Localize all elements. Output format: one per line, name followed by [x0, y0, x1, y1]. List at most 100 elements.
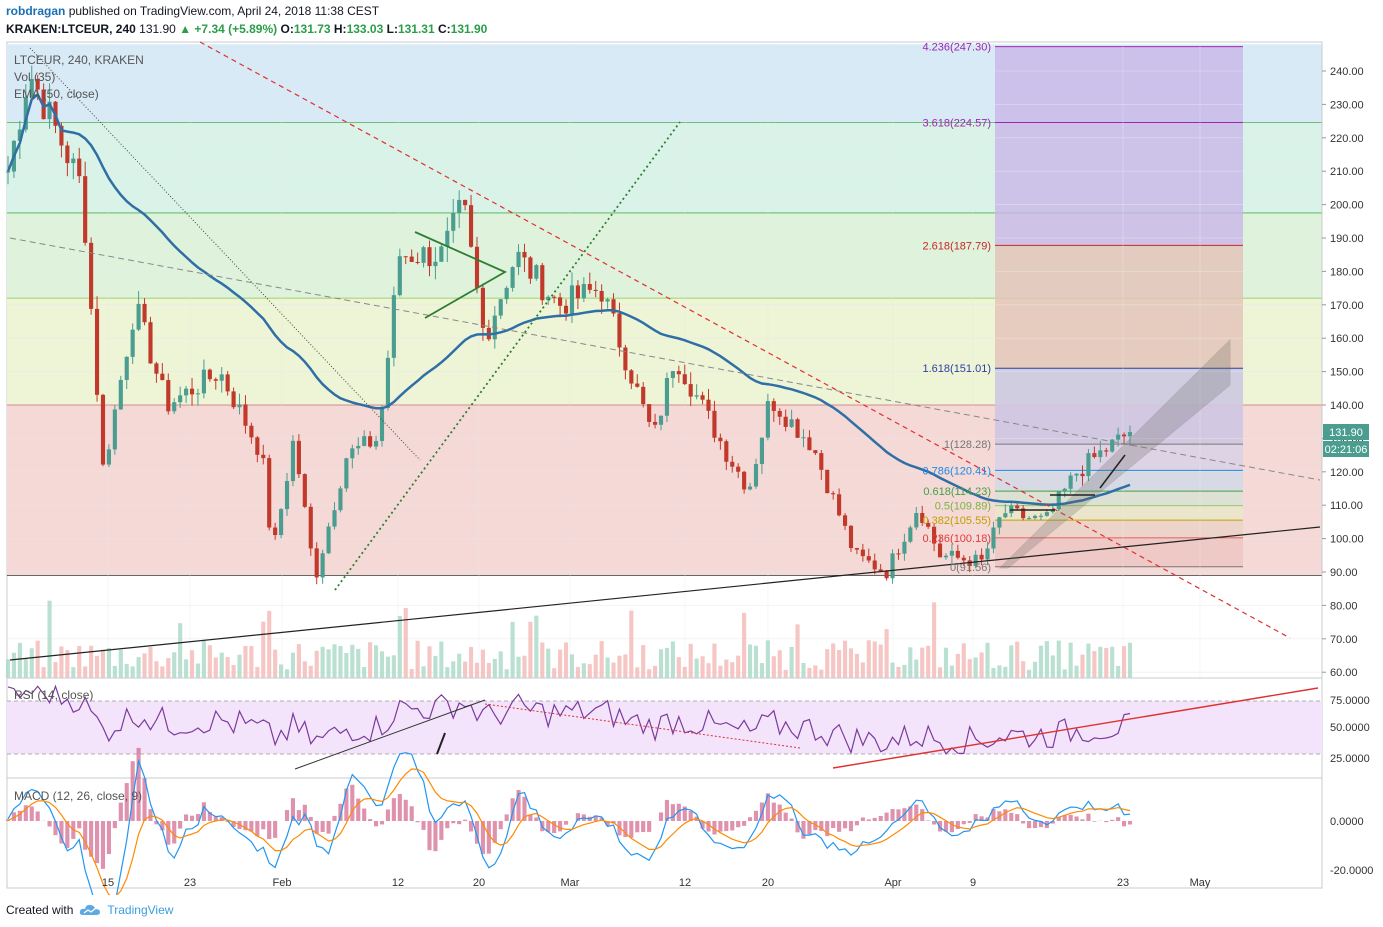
candle [1121, 432, 1127, 445]
macd-hist-bar [415, 821, 420, 823]
candle [854, 547, 859, 555]
chart-area[interactable]: 4.236(247.30) 3.618(224.57) 2.618(187.79) 1… [0, 40, 1383, 895]
macd-histogram [5, 747, 1133, 869]
macd-hist-bar [593, 815, 598, 821]
candle [385, 350, 391, 411]
macd-hist-bar [59, 821, 64, 844]
macd-hist-bar [943, 821, 949, 832]
fib-extension-box[interactable] [995, 46, 1243, 568]
volume-bar [124, 663, 129, 678]
macd-hist-bar [552, 821, 557, 834]
volume-bar [59, 646, 64, 678]
candle [255, 435, 260, 463]
candle-body [902, 541, 907, 554]
candle-body [997, 517, 1002, 528]
candle-body [706, 399, 711, 411]
y-tick-label-16: 80.00 [1330, 600, 1358, 612]
tradingview-brand[interactable]: TradingView [107, 903, 174, 917]
macd-hist-bar [94, 821, 100, 864]
volume-bar [753, 645, 759, 678]
candle [765, 393, 770, 441]
candle-body [261, 454, 266, 459]
x-tick-label-6: 12 [679, 877, 691, 889]
candle [94, 296, 100, 402]
macd-hist-bar [409, 806, 414, 821]
candle [706, 388, 711, 419]
volume-bar [1080, 654, 1085, 678]
candle-body [154, 363, 159, 374]
candle [759, 437, 765, 475]
macd-hist-bar [961, 821, 966, 825]
macd-hist-bar [837, 821, 842, 832]
macd-pane[interactable] [6, 777, 1323, 889]
candle-body [759, 437, 765, 465]
fib-labels: 4.236(247.30) 3.618(224.57) 2.618(187.79) 1… [923, 42, 992, 574]
rsi-slash-mark [436, 732, 446, 755]
candle [581, 277, 586, 302]
candle-body [124, 356, 129, 380]
macd-hist-bar [825, 821, 830, 837]
volume-bar [142, 653, 147, 678]
red-downtrend-line [199, 41, 1291, 639]
candle-body [878, 569, 883, 572]
fib-label-5: 0.786(120.41) [923, 465, 992, 477]
macd-hist-bar [753, 810, 759, 821]
signal-line [7, 768, 1131, 895]
macd-hist-bar [1027, 821, 1032, 829]
candle-body [563, 305, 569, 314]
volume-bar [415, 640, 420, 678]
candle-body [178, 395, 183, 403]
volume-bar [160, 666, 165, 678]
tradingview-cloud-icon [80, 904, 101, 915]
volume-bar [409, 668, 414, 678]
volume-bar [706, 663, 711, 678]
candle-body [753, 464, 759, 487]
candle-body [795, 419, 800, 438]
volume-bar [41, 667, 46, 678]
macd-hist-bar [617, 821, 622, 836]
y-tick-label-18: 60.00 [1330, 667, 1358, 679]
macd-hist-bar [468, 821, 474, 832]
macd-hist-bar [207, 811, 212, 821]
candle-body [445, 230, 450, 247]
volume-bar [273, 649, 278, 678]
volume-bar [991, 667, 996, 678]
green-dotted-uptrend [334, 121, 681, 591]
candle-body [908, 527, 913, 542]
trend-drawings[interactable] [9, 41, 1321, 661]
rsi-tick-label-0: 75.0000 [1330, 695, 1370, 707]
candle [314, 542, 319, 585]
macd-hist-bar [373, 821, 379, 827]
y-tick-label-2: 220.00 [1330, 133, 1364, 145]
candle [130, 323, 135, 365]
volume-bar [736, 655, 741, 678]
macd-hist-bar [914, 804, 919, 821]
macd-hist-bar [1056, 816, 1061, 821]
volume-bars [5, 600, 1133, 678]
candle-body [1044, 512, 1049, 516]
volume-bar [267, 610, 272, 678]
x-axis[interactable]: 15 23 Feb 12 20 Mar 12 20 Apr 9 23 May [102, 877, 1211, 889]
macd-hist-bar [949, 821, 954, 833]
volume-bar [492, 658, 497, 678]
y-axis[interactable]: 240.00 230.00 220.00 210.00 200.00 190.00 180.… [1322, 66, 1364, 679]
macd-hist-bar [261, 821, 266, 830]
volume-bar [172, 652, 177, 678]
candle-body [658, 415, 664, 425]
volume-bar [314, 650, 319, 678]
candle [890, 549, 895, 584]
candle-body [112, 409, 117, 450]
author-name[interactable]: robdragan [6, 4, 66, 18]
candle-body [356, 445, 361, 449]
volume-bar [759, 663, 765, 678]
macd-hist-bar [421, 821, 426, 830]
macd-hist-bar [967, 821, 972, 823]
candle [296, 434, 301, 478]
candle [943, 553, 949, 560]
legend-ema: EMA (50, close) [14, 87, 99, 101]
candle-body [100, 394, 106, 465]
volume-bar [653, 665, 658, 678]
candle [558, 292, 563, 318]
macd-hist-bar [783, 812, 788, 821]
macd-hist-bar [688, 811, 693, 821]
